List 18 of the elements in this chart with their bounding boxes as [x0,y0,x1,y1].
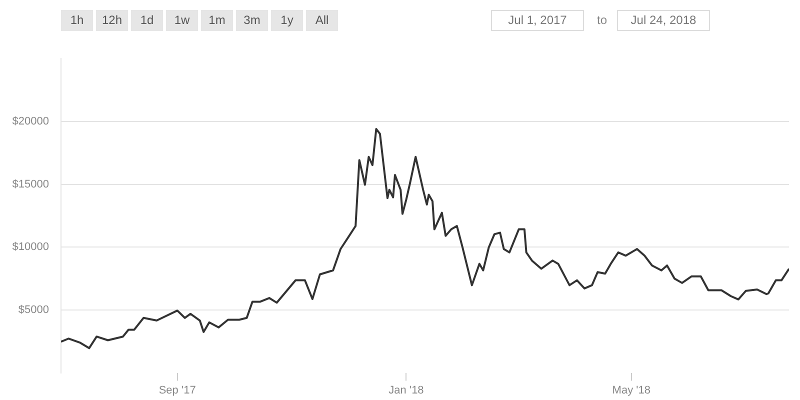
y-tick-label: $20000 [12,115,49,128]
y-tick-label: $5000 [18,304,49,316]
text: 1w [166,10,198,31]
text: Jul 1, 2017 [491,10,584,31]
text: 1h [61,10,93,31]
text: Jul 24, 2018 [617,10,710,31]
x-tick-label: Sep '17 [158,384,196,396]
y-tick-label: $10000 [12,241,49,254]
x-tick-label: May '18 [612,384,650,396]
text: to [597,12,608,29]
y-tick-label: $15000 [12,178,49,190]
text: 12h [96,10,128,31]
text: All [306,10,338,31]
x-tick-label: Jan '18 [388,384,424,396]
text: 1m [201,10,233,31]
text: 3m [236,10,268,31]
text: 1d [131,10,163,31]
text: 1y [271,10,303,31]
